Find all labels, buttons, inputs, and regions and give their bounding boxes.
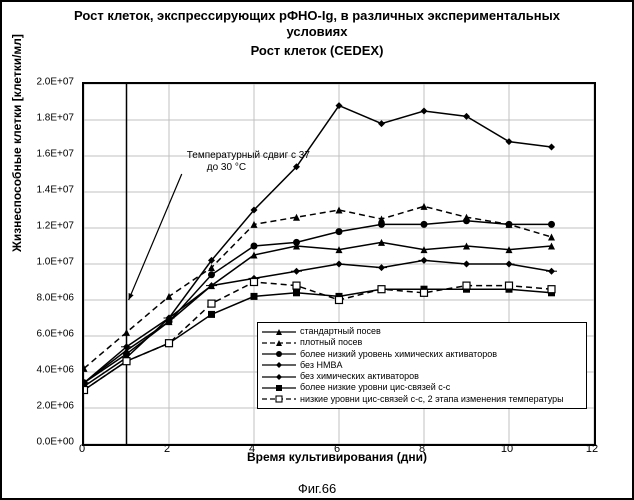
- legend-item: более низкий уровень химических активато…: [262, 349, 582, 360]
- y-tick: 0.0E+00: [14, 437, 74, 448]
- legend-label: более низкие уровни цис-связей с-с: [300, 382, 450, 393]
- legend-item: стандартный посев: [262, 326, 582, 337]
- y-tick: 1.2E+07: [14, 221, 74, 232]
- legend-swatch: [262, 360, 296, 370]
- y-tick: 4.0E+06: [14, 365, 74, 376]
- legend-swatch: [262, 349, 296, 359]
- legend-label: более низкий уровень химических активато…: [300, 349, 497, 360]
- legend-swatch: [262, 383, 296, 393]
- legend-item: более низкие уровни цис-связей с-с: [262, 382, 582, 393]
- legend-swatch: [262, 327, 296, 337]
- svg-text:до 30 °С: до 30 °С: [207, 162, 246, 173]
- svg-text:Температурный сдвиг с 37: Температурный сдвиг с 37: [187, 150, 311, 161]
- y-axis-label: Жизнеспособные клетки [клетки/мл]: [10, 34, 24, 252]
- legend-swatch: [262, 394, 296, 404]
- legend-item: без химических активаторов: [262, 371, 582, 382]
- y-tick: 2.0E+07: [14, 77, 74, 88]
- figure-container: Рост клеток, экспрессирующих рФНО-Ig, в …: [0, 0, 634, 500]
- sub-title: Рост клеток (CEDEX): [2, 39, 632, 60]
- y-tick: 1.0E+07: [14, 257, 74, 268]
- main-title: Рост клеток, экспрессирующих рФНО-Ig, в …: [2, 2, 632, 39]
- legend-item: низкие уровни цис-связей с-с, 2 этапа из…: [262, 394, 582, 405]
- legend-label: плотный посев: [300, 337, 362, 348]
- y-tick: 6.0E+06: [14, 329, 74, 340]
- y-tick: 1.6E+07: [14, 149, 74, 160]
- y-tick: 1.8E+07: [14, 113, 74, 124]
- y-tick: 1.4E+07: [14, 185, 74, 196]
- legend-item: без HMBA: [262, 360, 582, 371]
- x-axis-label: Время культивирования (дни): [82, 450, 592, 464]
- legend-label: без химических активаторов: [300, 371, 419, 382]
- figure-label: Фиг.66: [2, 481, 632, 496]
- legend-label: без HMBA: [300, 360, 343, 371]
- legend: стандартный посевплотный посевболее низк…: [257, 322, 587, 409]
- y-tick: 8.0E+06: [14, 293, 74, 304]
- legend-item: плотный посев: [262, 337, 582, 348]
- y-tick: 2.0E+06: [14, 401, 74, 412]
- legend-swatch: [262, 372, 296, 382]
- legend-label: стандартный посев: [300, 326, 381, 337]
- legend-label: низкие уровни цис-связей с-с, 2 этапа из…: [300, 394, 564, 405]
- legend-swatch: [262, 338, 296, 348]
